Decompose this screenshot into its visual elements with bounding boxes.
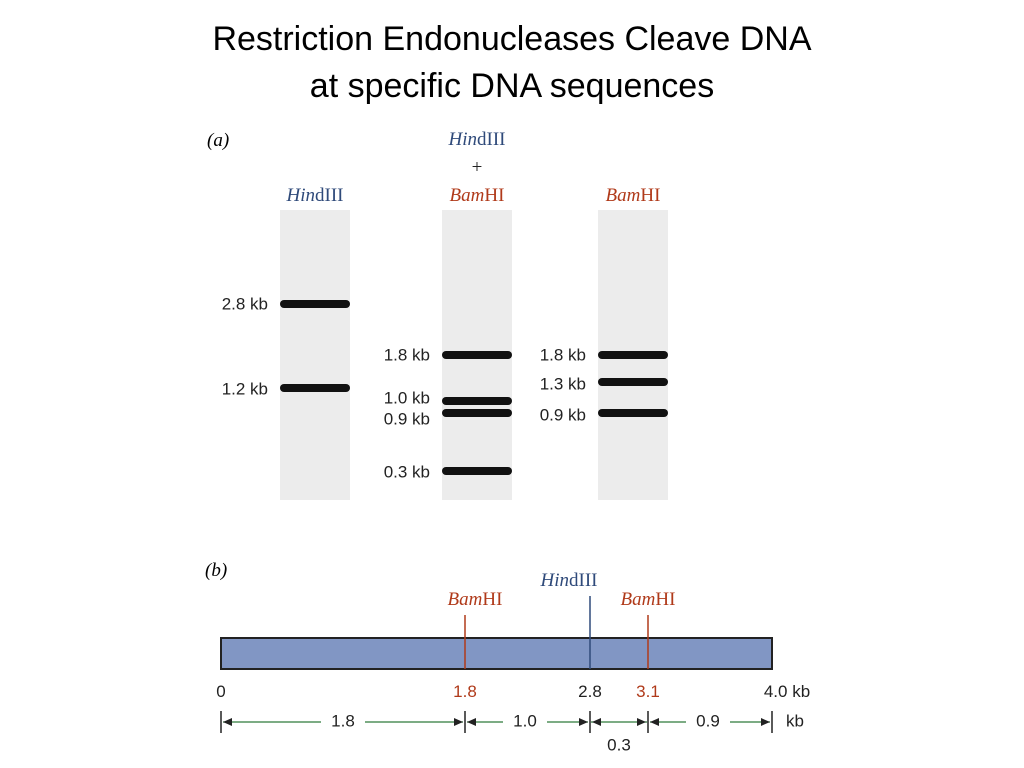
enzyme-rest: HI	[482, 589, 502, 610]
enzyme-label: HindIII	[448, 129, 506, 150]
segment-label: 0.3	[607, 735, 631, 754]
scale-label: 2.8	[578, 682, 602, 701]
band-label: 0.3 kb	[384, 462, 430, 481]
arrow-head	[223, 718, 232, 726]
scale-label: 4.0 kb	[764, 682, 810, 701]
enzyme-italic: Hin	[540, 570, 570, 591]
panel-label: (b)	[205, 560, 227, 581]
enzyme-rest: dIII	[477, 129, 505, 150]
enzyme-italic: Bam	[621, 589, 656, 610]
gel-lane	[280, 210, 350, 500]
dna-bar	[220, 637, 773, 670]
title-line: Restriction Endonucleases Cleave DNA	[212, 20, 811, 58]
scale-label: 0	[216, 682, 225, 701]
band-label: 1.8 kb	[540, 345, 586, 364]
enzyme-label: +	[472, 157, 483, 178]
enzyme-label: BamHI	[448, 589, 503, 610]
enzyme-rest: dIII	[315, 185, 343, 206]
arrow-head	[579, 718, 588, 726]
scale-label: 1.8	[453, 682, 477, 701]
enzyme-label: HindIII	[540, 570, 598, 591]
segment-label: 0.9	[696, 711, 720, 730]
arrow-head	[761, 718, 770, 726]
arrow-head	[592, 718, 601, 726]
unit-label: kb	[786, 711, 804, 730]
enzyme-label: BamHI	[606, 185, 661, 206]
enzyme-italic: Bam	[450, 185, 485, 206]
arrow-head	[637, 718, 646, 726]
band-label: 1.8 kb	[384, 345, 430, 364]
band-label: 1.2 kb	[222, 379, 268, 398]
title-line: at specific DNA sequences	[310, 67, 714, 105]
band-label: 1.3 kb	[540, 374, 586, 393]
arrow-head	[650, 718, 659, 726]
band-label: 0.9 kb	[540, 405, 586, 424]
enzyme-rest: HI	[484, 185, 504, 206]
enzyme-italic: Hin	[286, 185, 316, 206]
segment-label: 1.0	[513, 711, 537, 730]
band-label: 0.9 kb	[384, 409, 430, 428]
enzyme-rest: dIII	[569, 570, 597, 591]
enzyme-label: BamHI	[621, 589, 676, 610]
arrow-head	[467, 718, 476, 726]
enzyme-rest: HI	[640, 185, 660, 206]
enzyme-italic: Bam	[448, 589, 483, 610]
enzyme-italic: Bam	[606, 185, 641, 206]
enzyme-italic: Hin	[448, 129, 478, 150]
scale-label: 3.1	[636, 682, 660, 701]
band-label: 2.8 kb	[222, 294, 268, 313]
arrow-head	[454, 718, 463, 726]
enzyme-rest: HI	[655, 589, 675, 610]
segment-label: 1.8	[331, 711, 355, 730]
enzyme-label: HindIII	[286, 185, 344, 206]
panel-label: (a)	[207, 130, 229, 151]
enzyme-label: BamHI	[450, 185, 505, 206]
band-label: 1.0 kb	[384, 388, 430, 407]
